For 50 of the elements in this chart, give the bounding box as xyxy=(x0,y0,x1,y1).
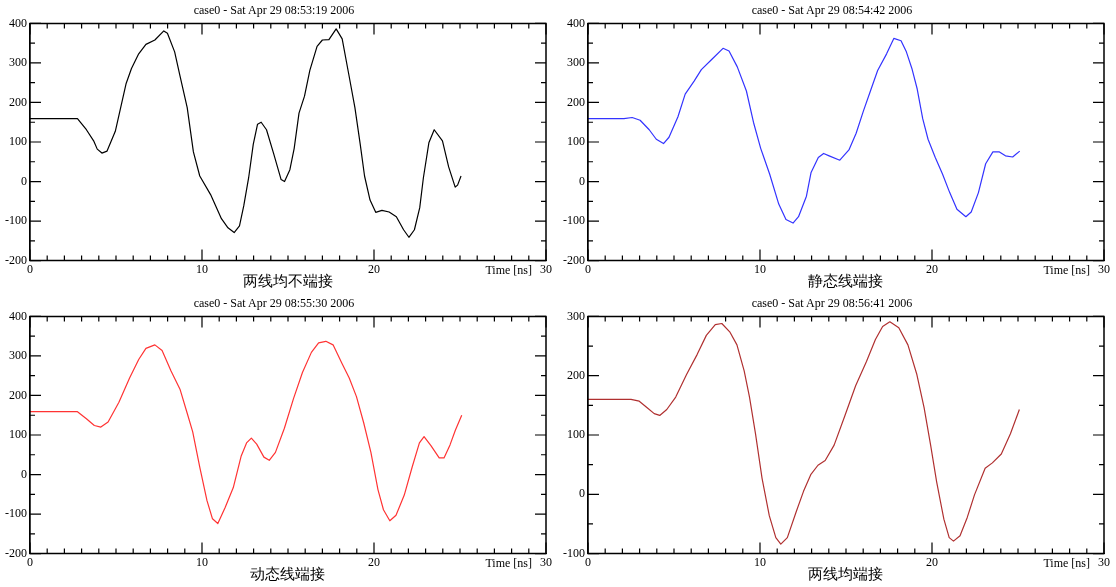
x-tick-label: 20 xyxy=(926,261,938,276)
y-tick-label: 200 xyxy=(9,94,27,109)
x-tick-label: 20 xyxy=(926,554,938,569)
y-tick-label: 300 xyxy=(567,55,585,70)
x-tick-label: 10 xyxy=(196,261,208,276)
text: 两线均不端接 xyxy=(243,271,333,290)
y-tick-label: 0 xyxy=(21,466,27,481)
x-tick-label: 20 xyxy=(368,261,380,276)
y-tick-label: -100 xyxy=(563,213,585,228)
x-tick-label: 10 xyxy=(196,554,208,569)
chart-title: case0 - Sat Apr 29 08:53:19 2006 xyxy=(193,3,355,18)
y-tick-label: 100 xyxy=(567,427,585,442)
x-tick-label: 10 xyxy=(754,261,766,276)
x-tick-label: 30 xyxy=(1098,261,1110,276)
x-tick-label: 20 xyxy=(368,554,380,569)
y-tick-label: 400 xyxy=(567,15,585,30)
y-tick-label: 100 xyxy=(567,134,585,149)
y-tick-label: -100 xyxy=(5,213,27,228)
y-tick-label: 100 xyxy=(9,427,27,442)
y-tick-label: 400 xyxy=(9,15,27,30)
x-axis-title: Time [ns] xyxy=(1043,555,1090,570)
y-tick-label: 0 xyxy=(21,173,27,188)
y-tick-label: 0 xyxy=(579,486,585,501)
chart-title: case0 - Sat Apr 29 08:56:41 2006 xyxy=(751,296,913,311)
y-tick-label: -100 xyxy=(563,545,585,560)
y-tick-label: 400 xyxy=(9,308,27,323)
y-tick-label: 200 xyxy=(567,94,585,109)
chart-title: case0 - Sat Apr 29 08:55:30 2006 xyxy=(193,296,355,311)
text: 静态线端接 xyxy=(808,271,884,290)
x-axis-title: Time [ns] xyxy=(485,555,532,570)
text: 动态线端接 xyxy=(250,564,326,583)
y-tick-label: 300 xyxy=(9,348,27,363)
y-tick-label: -100 xyxy=(5,506,27,521)
y-tick-label: 0 xyxy=(579,173,585,188)
x-tick-label: 30 xyxy=(1098,554,1110,569)
y-tick-label: -200 xyxy=(5,545,27,560)
y-tick-label: 200 xyxy=(9,387,27,402)
x-axis-title: Time [ns] xyxy=(485,262,532,277)
y-tick-label: 200 xyxy=(567,367,585,382)
x-tick-label: 30 xyxy=(540,554,552,569)
x-axis-title: Time [ns] xyxy=(1043,262,1090,277)
chart-title: case0 - Sat Apr 29 08:54:42 2006 xyxy=(751,3,913,18)
y-tick-label: 300 xyxy=(9,55,27,70)
x-tick-label: 30 xyxy=(540,261,552,276)
y-tick-label: -200 xyxy=(5,252,27,267)
text: 两线均端接 xyxy=(808,564,884,583)
x-tick-label: 10 xyxy=(754,554,766,569)
y-tick-label: -200 xyxy=(563,252,585,267)
y-tick-label: 100 xyxy=(9,134,27,149)
y-tick-label: 300 xyxy=(567,308,585,323)
